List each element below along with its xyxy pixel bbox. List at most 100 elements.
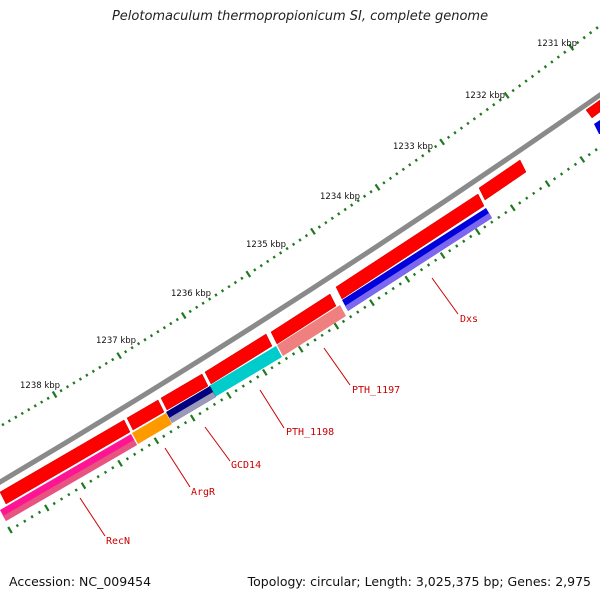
tick-mark	[552, 177, 557, 181]
tick-mark	[384, 291, 388, 296]
tick-mark	[434, 144, 438, 149]
tick-mark	[136, 342, 141, 346]
gene-label-gcd14: GCD14	[231, 460, 261, 471]
inner-tick-ring	[7, 148, 598, 534]
tick-mark	[253, 268, 257, 272]
tick-mark	[426, 263, 431, 267]
scale-label-1236: 1236 kbp	[171, 289, 211, 299]
tick-mark	[233, 280, 238, 285]
tick-mark	[266, 259, 270, 264]
tick-mark	[313, 338, 317, 342]
tick-mark	[33, 404, 37, 408]
tick-mark	[349, 203, 354, 207]
tick-mark	[98, 365, 102, 370]
tick-mark	[369, 299, 375, 307]
tick-mark	[198, 411, 202, 416]
tick-mark	[183, 421, 188, 425]
tick-mark	[550, 60, 554, 64]
tick-mark	[439, 251, 446, 260]
tick-mark	[140, 448, 144, 452]
forward-genes[interactable]	[0, 99, 600, 505]
tick-mark	[44, 504, 50, 512]
tick-mark	[143, 338, 147, 342]
tick-mark	[20, 411, 24, 416]
tick-mark	[214, 293, 218, 297]
tick-mark	[356, 310, 360, 314]
tick-mark	[30, 515, 34, 519]
summary-text: Topology: circular; Length: 3,025,375 bp…	[247, 574, 591, 589]
tick-mark	[162, 326, 167, 330]
scale-label-1232: 1232 kbp	[465, 91, 505, 101]
tick-mark	[7, 526, 13, 534]
tick-mark	[509, 204, 516, 212]
tick-mark	[559, 172, 564, 176]
gene-gcd14-shade	[169, 392, 216, 423]
forward-gene[interactable]	[204, 333, 273, 385]
tick-mark	[52, 501, 56, 506]
tick-mark	[123, 350, 128, 354]
gene-argr[interactable]	[132, 413, 172, 444]
tick-mark	[579, 155, 586, 163]
tick-mark	[448, 249, 452, 253]
forward-gene[interactable]	[335, 193, 485, 300]
tick-mark	[297, 345, 304, 353]
tick-mark	[462, 239, 466, 243]
gene-label-dxs: Dxs	[460, 314, 478, 325]
tick-mark	[388, 176, 393, 181]
tick-mark	[40, 400, 44, 404]
tick-mark	[524, 79, 528, 83]
tick-mark	[588, 31, 593, 35]
tick-mark	[262, 368, 268, 376]
tick-mark	[14, 415, 18, 419]
tick-mark	[259, 263, 263, 268]
tick-mark	[180, 312, 187, 320]
tick-mark	[189, 414, 196, 422]
tick-mark	[111, 357, 115, 362]
forward-gene[interactable]	[478, 159, 527, 201]
tick-mark	[517, 84, 522, 88]
tick-mark	[446, 135, 451, 140]
tick-mark	[563, 50, 567, 54]
tick-mark	[595, 26, 599, 30]
tick-mark	[518, 201, 522, 205]
scale-labels: 1231 kbp 1232 kbp 1233 kbp 1234 kbp 1235…	[20, 39, 577, 391]
tick-mark	[188, 309, 192, 314]
tick-mark	[492, 103, 496, 107]
scale-label-1235: 1235 kbp	[246, 240, 286, 250]
tick-mark	[111, 466, 115, 470]
reverse-genes[interactable]	[0, 120, 600, 521]
tick-mark	[195, 305, 199, 309]
scale-label-1238: 1238 kbp	[20, 381, 60, 391]
tick-mark	[270, 366, 274, 370]
gene-dxs-shade	[345, 213, 492, 311]
gene-blue-partial[interactable]	[594, 120, 600, 134]
tick-mark	[104, 361, 108, 366]
forward-gene[interactable]	[585, 99, 600, 119]
forward-gene[interactable]	[270, 293, 337, 345]
tick-mark	[369, 190, 373, 194]
tick-mark	[330, 216, 334, 220]
forward-gene[interactable]	[126, 399, 165, 431]
tick-mark	[497, 215, 501, 220]
tick-mark	[51, 390, 58, 399]
forward-gene[interactable]	[160, 373, 209, 411]
tick-mark	[310, 227, 316, 235]
tick-mark	[594, 148, 598, 152]
tick-mark	[78, 377, 83, 381]
forward-gene[interactable]	[0, 419, 131, 505]
tick-mark	[241, 384, 245, 388]
tick-mark	[80, 482, 87, 490]
tick-mark	[306, 342, 310, 347]
tick-mark	[356, 198, 360, 203]
tick-mark	[317, 225, 322, 229]
tick-mark	[419, 268, 424, 272]
gene-pth-1197[interactable]	[277, 305, 346, 356]
tick-mark	[147, 443, 151, 447]
tick-mark	[530, 74, 535, 79]
tick-mark	[362, 194, 367, 198]
scale-label-1231: 1231 kbp	[537, 39, 577, 49]
tick-mark	[453, 131, 457, 135]
tick-mark	[320, 333, 324, 338]
tick-mark	[207, 297, 212, 301]
gene-pth-1198[interactable]	[209, 346, 282, 397]
